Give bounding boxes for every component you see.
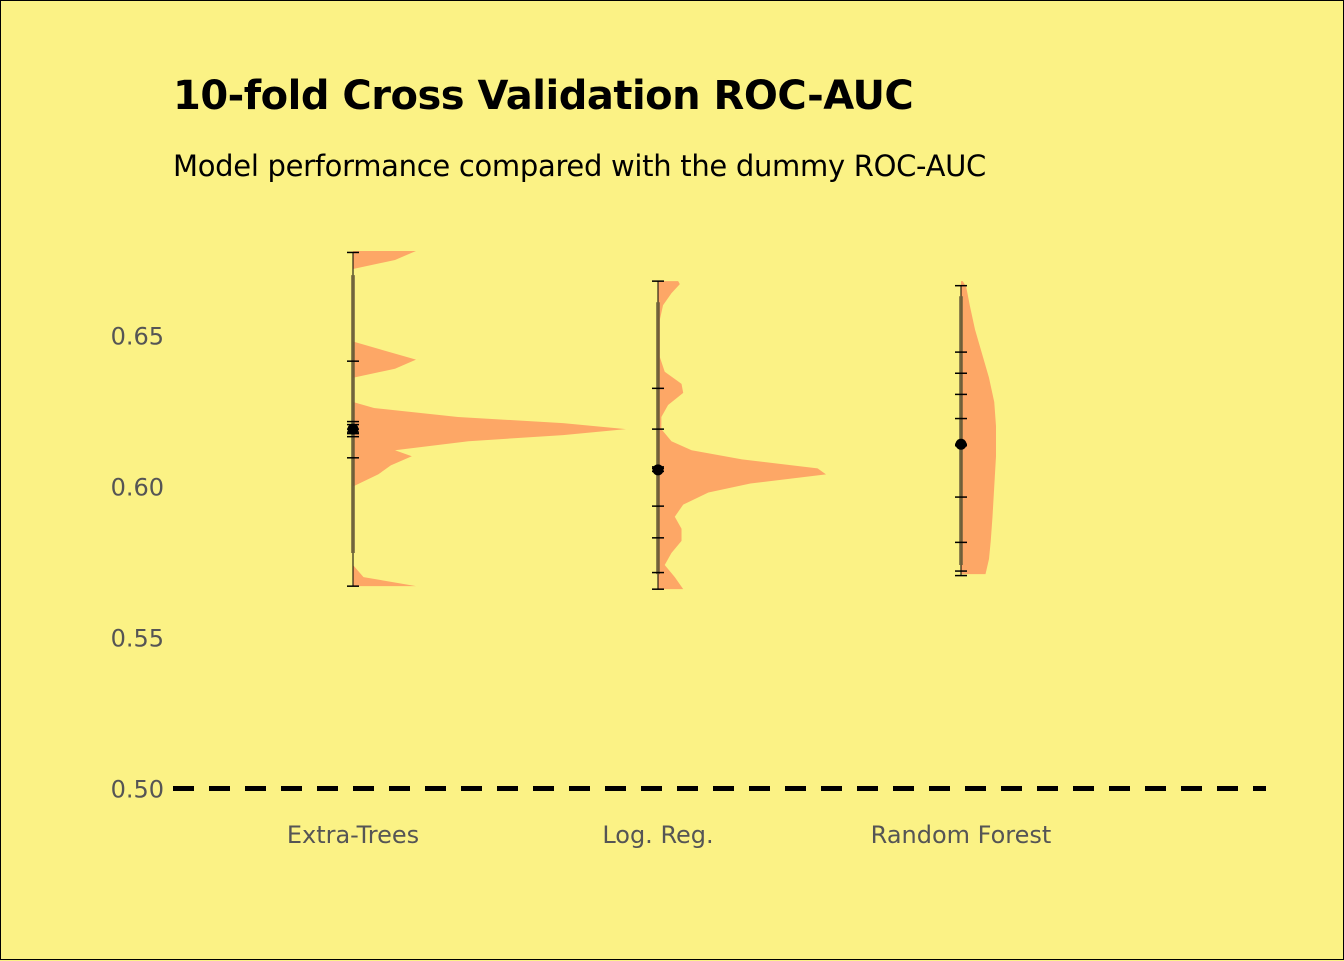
mean-point — [652, 464, 664, 476]
y-tick-label: 0.55 — [111, 625, 164, 653]
mean-point — [955, 438, 967, 450]
violin-density — [658, 281, 826, 590]
x-tick-label: Extra-Trees — [287, 821, 419, 849]
y-tick-label: 0.65 — [111, 323, 164, 351]
mean-point — [347, 423, 359, 435]
chart-subtitle: Model performance compared with the dumm… — [173, 149, 986, 183]
violin-density — [961, 281, 996, 575]
y-tick-label: 0.60 — [111, 474, 164, 502]
x-tick-label: Random Forest — [871, 821, 1052, 849]
violin-density — [353, 250, 626, 587]
x-tick-label: Log. Reg. — [602, 821, 713, 849]
chart-title: 10-fold Cross Validation ROC-AUC — [173, 73, 914, 119]
y-tick-label: 0.50 — [111, 776, 164, 804]
